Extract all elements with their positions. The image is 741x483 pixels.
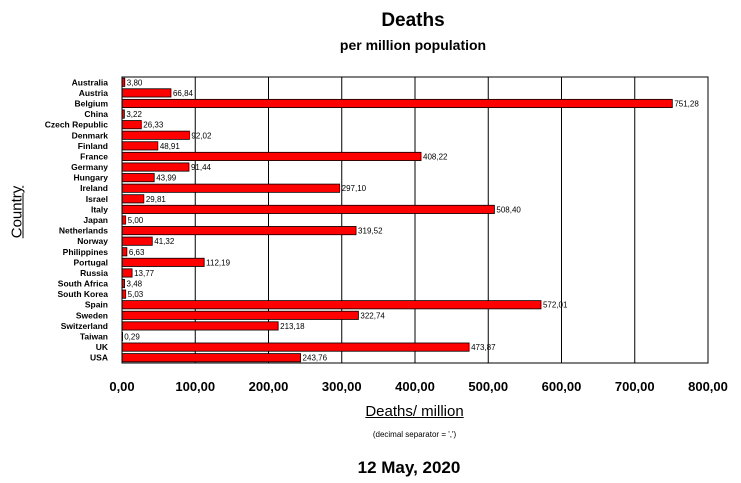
category-label: Portugal xyxy=(74,257,108,267)
category-label: Japan xyxy=(83,215,108,225)
value-label: 41,32 xyxy=(154,237,175,246)
value-label: 297,10 xyxy=(342,184,367,193)
category-label: Hungary xyxy=(74,173,109,183)
category-label: Russia xyxy=(80,268,108,278)
bar xyxy=(121,310,359,320)
bar xyxy=(121,268,133,278)
x-tick-labels: 0,00 100,00 200,00 300,00 400,00 500,00 600,00… xyxy=(109,379,728,394)
category-label: Germany xyxy=(71,162,108,172)
value-label: 91,44 xyxy=(191,163,212,172)
category-label: France xyxy=(80,151,108,161)
bar xyxy=(121,353,301,363)
bar xyxy=(121,98,673,109)
value-label: 66,84 xyxy=(173,89,194,98)
category-label: Australia xyxy=(72,77,109,87)
plot-frame xyxy=(121,76,709,364)
value-label: 48,91 xyxy=(160,142,181,151)
gridlines xyxy=(121,77,709,363)
bar xyxy=(121,342,470,352)
value-label: 3,48 xyxy=(127,280,143,289)
bar xyxy=(121,321,279,331)
bar xyxy=(121,162,190,172)
category-label: Taiwan xyxy=(80,332,108,342)
value-label: 322,74 xyxy=(360,311,385,320)
bar xyxy=(121,130,190,140)
category-label: Finland xyxy=(78,141,108,151)
category-label: Austria xyxy=(79,88,109,98)
bar xyxy=(121,88,172,98)
value-label: 3,80 xyxy=(127,78,143,87)
x-tick-label: 700,00 xyxy=(615,379,655,394)
category-label: UK xyxy=(96,342,109,352)
value-label: 572,01 xyxy=(543,301,568,310)
value-label: 0,29 xyxy=(124,333,140,342)
value-label: 43,99 xyxy=(156,174,177,183)
chart-title: Deaths xyxy=(381,10,445,31)
value-label: 213,18 xyxy=(280,322,305,331)
bar xyxy=(121,247,128,257)
bar xyxy=(121,300,542,310)
bar xyxy=(121,151,422,161)
bar xyxy=(121,236,153,246)
category-label: Norway xyxy=(77,236,108,246)
chart-subtitle: per million population xyxy=(339,37,487,53)
value-label: 508,40 xyxy=(496,205,521,214)
category-label: South Africa xyxy=(58,279,108,289)
date-footer: 12 May, 2020 xyxy=(357,458,461,477)
value-label: 92,02 xyxy=(191,131,212,140)
value-label: 319,52 xyxy=(358,227,383,236)
x-tick-label: 200,00 xyxy=(249,379,289,394)
x-axis-label: Deaths/ million xyxy=(365,403,464,420)
category-label: Czech Republic xyxy=(45,120,109,130)
decimal-separator-note: (decimal separator = ',') xyxy=(372,430,457,439)
category-label: Italy xyxy=(91,204,108,214)
bar xyxy=(121,194,145,204)
category-label: Denmark xyxy=(72,130,109,140)
value-label: 243,76 xyxy=(303,354,328,363)
x-tick-label: 0,00 xyxy=(109,379,134,394)
value-label: 5,00 xyxy=(128,216,144,225)
value-label: 26,33 xyxy=(143,121,164,130)
x-tick-label: 500,00 xyxy=(468,379,508,394)
value-label: 13,77 xyxy=(134,269,155,278)
bar xyxy=(121,141,159,151)
bar xyxy=(121,173,155,183)
value-label: 408,22 xyxy=(423,152,448,161)
x-tick-label: 400,00 xyxy=(395,379,435,394)
x-tick-label: 100,00 xyxy=(175,379,215,394)
category-label: Philippines xyxy=(63,247,109,257)
x-tick-label: 600,00 xyxy=(542,379,582,394)
category-label: Sweden xyxy=(76,310,108,320)
value-label: 3,22 xyxy=(126,110,142,119)
category-label: Israel xyxy=(86,194,108,204)
value-label: 6,63 xyxy=(129,248,145,257)
bars xyxy=(121,77,673,363)
category-label: China xyxy=(84,109,108,119)
category-label: Switzerland xyxy=(61,321,108,331)
bar xyxy=(121,289,127,299)
x-tick-label: 300,00 xyxy=(322,379,362,394)
x-tick-label: 800,00 xyxy=(688,379,728,394)
category-label: USA xyxy=(90,353,108,363)
bar xyxy=(121,204,495,214)
category-label: Netherlands xyxy=(59,226,108,236)
bar xyxy=(121,257,205,267)
value-label: 473,87 xyxy=(471,343,496,352)
category-label: Belgium xyxy=(74,98,108,108)
category-label: Ireland xyxy=(80,183,108,193)
value-label: 751,28 xyxy=(674,99,699,108)
bar xyxy=(121,183,341,193)
value-label: 112,19 xyxy=(206,258,230,267)
category-label: Spain xyxy=(85,300,108,310)
category-label: South Korea xyxy=(57,289,108,299)
bar xyxy=(121,226,357,236)
bar xyxy=(121,120,142,130)
value-label: 29,81 xyxy=(146,195,167,204)
bar xyxy=(121,215,127,225)
value-label: 5,03 xyxy=(128,290,144,299)
